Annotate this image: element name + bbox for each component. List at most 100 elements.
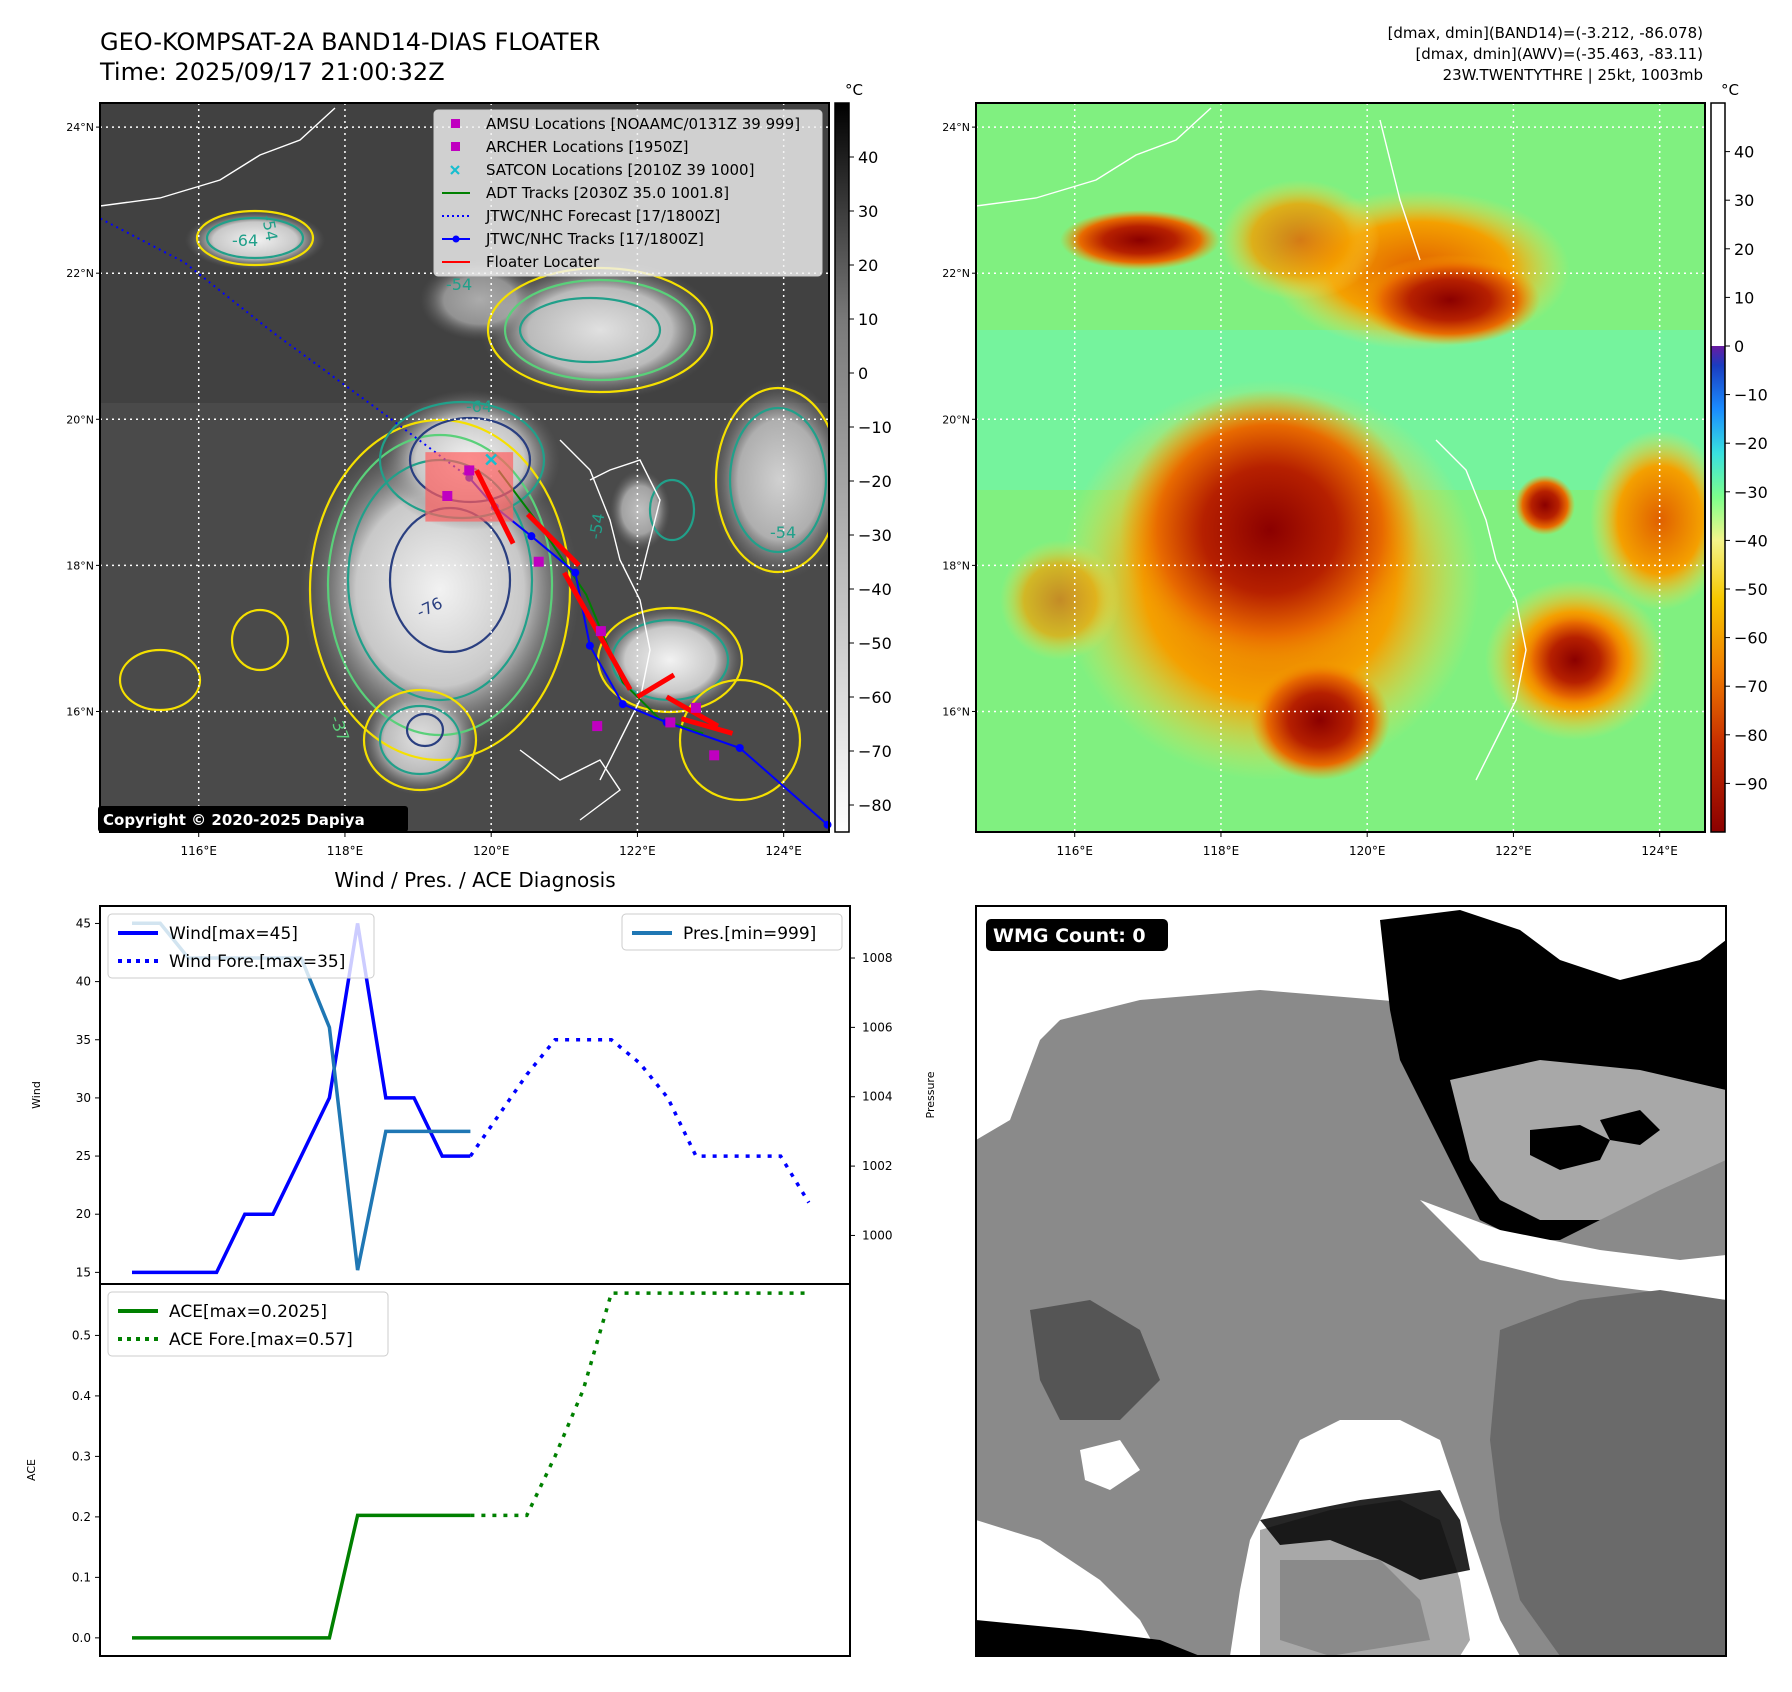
ir-lon-axis: 116°E 118°E 120°E 122°E 124°E xyxy=(180,832,802,858)
ir-tracks xyxy=(99,217,832,829)
lon-tick-label: 118°E xyxy=(327,844,364,858)
colorbar-tick-label: −20 xyxy=(858,472,892,491)
legend-pressure: Pres.[min=999] xyxy=(683,924,816,944)
colorbar-tick-label: −30 xyxy=(858,526,892,545)
lat-tick-label: 24°N xyxy=(66,121,94,134)
lon-tick-label: 124°E xyxy=(765,844,802,858)
awv-lat-axis: 24°N 22°N 20°N 18°N 16°N xyxy=(942,121,976,718)
wmg-frame xyxy=(975,905,1727,1657)
colorbar-tick-label: 0 xyxy=(858,364,868,383)
lat-tick-label: 20°N xyxy=(66,413,94,426)
awv-frame xyxy=(975,102,1706,833)
copyright-badge xyxy=(98,806,408,832)
pressure-ytick-label: 1000 xyxy=(862,1228,893,1242)
ace-lines xyxy=(132,1291,809,1640)
awv-panel: 24°N 22°N 20°N 18°N 16°N 116°E 118°E 120°E 122°… xyxy=(942,81,1768,858)
colorbar-tick-label: −50 xyxy=(1734,580,1768,599)
legend-marker xyxy=(450,165,460,175)
colorbar-tick-label: 30 xyxy=(1734,191,1754,210)
jtwc-track-point xyxy=(823,820,832,829)
legend-wind: Wind[max=45] xyxy=(169,924,298,944)
ace-ytick-label: 0.4 xyxy=(72,1389,91,1403)
archer-marker xyxy=(464,465,475,476)
legend-label: JTWC/NHC Forecast [17/1800Z] xyxy=(485,207,720,225)
ace-ylabel: ACE xyxy=(25,1459,38,1481)
colorbar-tick-label: 10 xyxy=(1734,288,1754,307)
legend-ace-forecast: ACE Fore.[max=0.57] xyxy=(169,1330,353,1350)
colorbar-tick-label: −50 xyxy=(858,634,892,653)
awv-colorbar-unit: °C xyxy=(1721,81,1739,99)
legend-label: AMSU Locations [NOAAMC/0131Z 39 999] xyxy=(486,115,800,133)
floater-segment xyxy=(680,716,734,736)
ir-legend: AMSU Locations [NOAAMC/0131Z 39 999] ARCH… xyxy=(433,109,823,277)
jtwc-track-point xyxy=(527,532,536,541)
lon-tick-label: 124°E xyxy=(1641,844,1678,858)
awv-image xyxy=(976,103,1705,832)
wind-ytick-label: 45 xyxy=(76,916,91,930)
colorbar-tick-label: 30 xyxy=(858,202,878,221)
pressure-legend: Pres.[min=999] xyxy=(621,913,843,951)
amsu-marker xyxy=(592,721,603,732)
contour-label: -54 xyxy=(585,512,608,541)
ace-ytick-label: 0.1 xyxy=(72,1570,91,1584)
amsu-marker xyxy=(595,626,606,637)
colorbar-tick-label: −90 xyxy=(1734,774,1768,793)
legend-label: ARCHER Locations [1950Z] xyxy=(486,138,689,156)
wmg-count-text: WMG Count: 0 xyxy=(993,925,1146,947)
floater-box xyxy=(425,452,514,522)
floater-segment xyxy=(636,672,676,700)
amsu-marker xyxy=(442,490,453,501)
wind-yaxis: 15 20 25 30 35 40 45 xyxy=(76,916,100,1279)
ir-panel: -64 -54 -54 -54 -64 -76 -54 -37 AMSU Loc… xyxy=(66,81,892,858)
lat-tick-label: 18°N xyxy=(942,559,970,572)
pressure-ytick-label: 1008 xyxy=(862,951,893,965)
legend-label: JTWC/NHC Tracks [17/1800Z] xyxy=(485,230,704,248)
legend-marker-dot xyxy=(452,235,460,243)
awv-grid xyxy=(976,103,1705,832)
lon-tick-label: 122°E xyxy=(1495,844,1532,858)
lat-tick-label: 22°N xyxy=(66,267,94,280)
contour-label: -54 xyxy=(446,275,472,294)
lat-tick-label: 20°N xyxy=(942,413,970,426)
lon-tick-label: 120°E xyxy=(473,844,510,858)
info-band14: [dmax, dmin](BAND14)=(-3.212, -86.078) xyxy=(1388,24,1703,42)
lon-tick-label: 118°E xyxy=(1203,844,1240,858)
colorbar-tick-label: −10 xyxy=(858,418,892,437)
info-awv: [dmax, dmin](AWV)=(-35.463, -83.11) xyxy=(1415,45,1703,63)
colorbar-tick-label: −10 xyxy=(1734,386,1768,405)
colorbar-tick-label: −40 xyxy=(858,580,892,599)
wmg-count-badge xyxy=(986,919,1168,951)
legend-label: SATCON Locations [2010Z 39 1000] xyxy=(486,161,754,179)
legend-marker xyxy=(451,142,460,151)
lon-tick-label: 120°E xyxy=(1349,844,1386,858)
ace-ytick-label: 0.2 xyxy=(72,1510,91,1524)
amsu-marker xyxy=(709,750,720,761)
figure-title: GEO-KOMPSAT-2A BAND14-DIAS FLOATER xyxy=(100,28,600,56)
info-storm: 23W.TWENTYTHRE | 25kt, 1003mb xyxy=(1443,66,1703,84)
pressure-yaxis: 1000 1002 1004 1006 1008 xyxy=(850,951,893,1242)
lat-tick-label: 22°N xyxy=(942,267,970,280)
awv-colorbar: °C 40 30 20 10 0 −10 −20 −30 −40 −50 −60 −70 −80 −90 xyxy=(1710,81,1768,833)
colorbar-tick-label: 20 xyxy=(1734,240,1754,259)
legend-marker xyxy=(451,119,460,128)
contour-label: -64 xyxy=(466,397,492,416)
lat-tick-label: 18°N xyxy=(66,559,94,572)
colorbar-tick-label: 40 xyxy=(858,148,878,167)
contour-label: -54 xyxy=(770,523,796,542)
wind-ytick-label: 40 xyxy=(76,975,91,989)
floater-segment xyxy=(474,469,516,545)
colorbar-tick-label: −70 xyxy=(1734,677,1768,696)
wind-ylabel: Wind xyxy=(30,1081,43,1109)
lon-tick-label: 116°E xyxy=(1056,844,1093,858)
wmg-panel: WMG Count: 0 xyxy=(975,905,1727,1657)
ir-frame xyxy=(99,102,830,833)
colorbar-tick-label: −20 xyxy=(1734,434,1768,453)
contour-label: -54 xyxy=(258,213,281,242)
wmg-image xyxy=(976,906,1726,1656)
series-line-0 xyxy=(132,923,471,1275)
ace-ytick-label: 0.0 xyxy=(72,1631,91,1645)
colorbar-tick-label: −70 xyxy=(858,742,892,761)
wind-legend: Wind[max=45] Wind Fore.[max=35] xyxy=(107,913,375,979)
archer-marker xyxy=(690,702,701,713)
copyright-text: Copyright © 2020-2025 Dapiya xyxy=(103,811,365,829)
